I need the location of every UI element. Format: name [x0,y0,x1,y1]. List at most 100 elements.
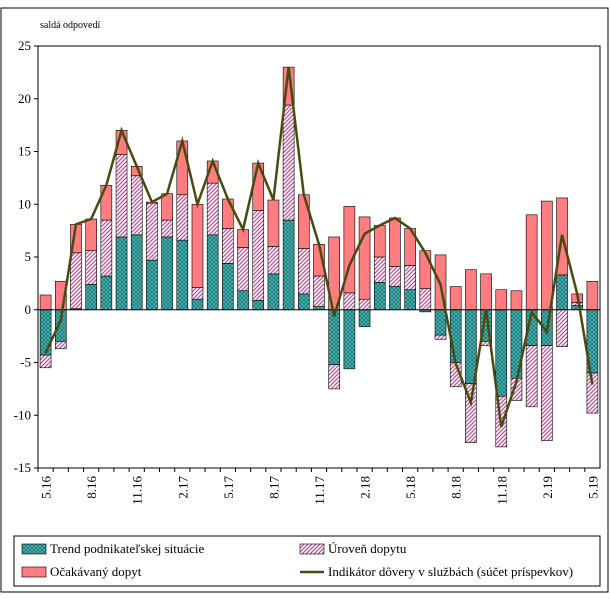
bar [495,289,508,311]
x-tick-label: 11.17 [312,476,327,505]
y-tick-label: -15 [14,460,31,475]
y-tick-label: 25 [18,38,31,53]
y-tick-label: 5 [25,249,32,264]
bar [298,248,310,295]
bar [465,383,477,443]
bar [358,309,371,327]
bar [358,298,371,311]
bar [115,236,128,311]
y-tick-label: 15 [18,144,31,159]
bar [373,282,386,311]
bar [252,299,265,311]
bar [206,234,219,311]
bar [237,290,249,311]
x-tick-label: 2.17 [175,476,190,499]
bar [343,292,356,311]
bar [328,309,340,365]
bar [267,199,280,247]
bar [389,217,401,267]
bar [115,154,128,238]
bar [252,210,265,301]
bar [237,247,249,292]
bar [222,228,234,264]
legend-swatch [21,566,47,578]
frame [0,7,609,593]
bar [571,302,584,306]
bar [206,182,219,236]
bar [510,290,523,311]
bar [328,364,340,390]
x-tick-label: 11.16 [130,476,145,505]
bar [389,266,401,287]
bar [267,246,280,275]
bar [191,298,204,311]
bar [85,218,97,251]
bar [85,284,97,311]
bar [161,193,173,221]
bar [373,256,386,283]
bar [39,294,52,311]
bar [282,104,295,221]
legend-swatch [299,543,325,555]
legend-label: Trend podnikateľskej situácie [50,541,205,556]
bar [191,203,204,288]
bar [100,275,113,311]
bar [298,194,310,249]
bar [100,184,113,221]
bar [176,194,189,241]
bar [282,219,295,311]
bar [404,265,416,291]
bar [54,341,67,350]
legend-label: Očakávaný dopyt [50,564,142,579]
x-tick-label: 8.16 [84,476,99,499]
bar [419,288,432,311]
bar [525,214,538,311]
bar [434,309,447,336]
bar [541,200,553,311]
bar [313,275,325,307]
bar [358,216,371,300]
legend-label: Indikátor dôvery v službách (súčet prísp… [328,564,573,579]
bar [222,263,234,311]
bar [449,309,462,363]
bar [389,286,401,311]
bar [130,234,143,311]
bar [434,334,447,340]
bar [100,219,113,277]
bar [176,239,189,311]
bar [495,309,508,397]
legend-label: Úroveň dopytu [328,541,407,556]
bar [222,198,234,229]
bar [161,219,173,238]
legend-swatch [21,543,47,555]
bar [191,287,204,300]
x-tick-label: 2.19 [540,476,555,499]
y-tick-label: 20 [18,91,31,106]
y-tick-label: 0 [25,302,32,317]
bar [465,269,477,311]
bar [85,250,97,285]
bar [449,286,462,311]
bar [571,305,584,311]
bar [419,250,432,289]
bar [586,280,599,311]
x-tick-label: 5.16 [39,476,54,499]
x-tick-label: 5.19 [585,476,600,499]
bar [525,345,538,408]
x-tick-label: 2.18 [358,476,373,499]
bar [39,309,52,356]
bar [541,345,553,441]
bar [130,175,143,236]
y-tick-label: 10 [18,196,31,211]
bar [146,259,158,311]
y-tick-label: -10 [14,407,31,422]
bar [39,354,52,369]
bar [343,309,356,370]
bar [161,236,173,311]
x-tick-label: 5.17 [221,476,236,499]
bar [373,225,386,258]
bar [556,274,568,311]
bar [404,289,416,311]
bar [267,273,280,311]
